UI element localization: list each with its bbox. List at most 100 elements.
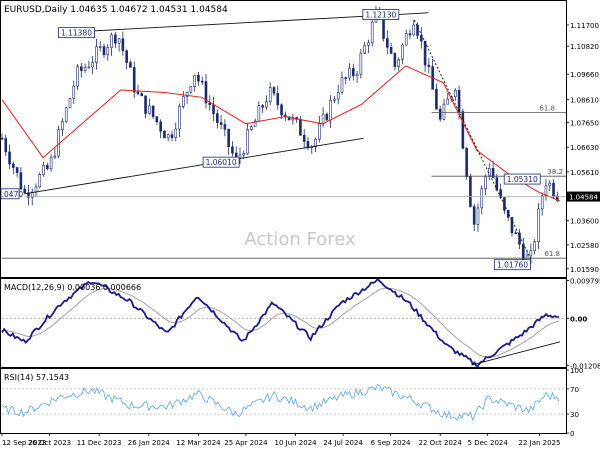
price-tick-label: 1.09660	[570, 71, 599, 79]
candle-body	[446, 98, 450, 105]
candle-body	[15, 167, 19, 173]
moving-average-line	[1, 65, 561, 202]
candle-body	[416, 24, 419, 36]
candle-body	[495, 177, 499, 190]
candle-body	[246, 129, 249, 154]
current-price-box	[567, 191, 600, 202]
candle-body	[461, 111, 465, 149]
candle-body	[367, 42, 370, 46]
x-tick-label: 25 Apr 2024	[224, 439, 268, 447]
candle-body	[382, 16, 385, 39]
candle-body	[151, 105, 155, 117]
candle-body	[412, 24, 416, 36]
candle-body	[533, 241, 536, 252]
price-label-box	[0, 188, 20, 200]
candle-body	[325, 113, 329, 121]
price-label-box	[58, 27, 95, 39]
price-panel-frame	[0, 0, 567, 278]
x-tick-label: 24 Jul 2024	[323, 439, 363, 447]
candle-body	[204, 81, 208, 104]
candle-body	[155, 116, 159, 123]
candle-body	[370, 21, 374, 44]
price-label-text: 1.0470	[0, 190, 23, 199]
candle-body	[506, 209, 510, 218]
x-tick-label: 11 Dec 2023	[77, 439, 122, 447]
candle-body	[72, 85, 76, 99]
rsi-tick-label: 100	[570, 367, 583, 375]
candle-body	[223, 124, 227, 130]
candle-body	[544, 185, 548, 197]
price-tick-label: 1.07650	[570, 120, 599, 128]
candle-body	[102, 46, 106, 56]
rsi-panel-frame	[0, 368, 567, 434]
candle-body	[469, 176, 472, 207]
price-tick-label: 1.08610	[570, 96, 599, 104]
candle-body	[170, 134, 174, 138]
candle-body	[257, 105, 261, 122]
candle-body	[216, 113, 219, 123]
price-label-text: 1.06010	[206, 158, 237, 167]
candle-body	[166, 134, 170, 139]
price-label-text: 1.11380	[61, 29, 92, 38]
candle-body	[454, 89, 457, 98]
candle-body	[148, 105, 151, 114]
macd-line	[1, 277, 559, 370]
candle-body	[386, 38, 389, 48]
candle-body	[465, 148, 468, 178]
candle-body	[548, 182, 552, 187]
candle-body	[302, 135, 306, 142]
candle-body	[423, 40, 427, 66]
x-tick-label: 12 Mar 2024	[176, 439, 221, 447]
candle-body	[125, 50, 128, 63]
candle-body	[4, 138, 8, 153]
candle-body	[261, 105, 264, 108]
x-tick-label: 12 Sep 2023	[2, 439, 46, 447]
candle-body	[163, 130, 166, 139]
rsi-label: RSI(14) 57.1543	[4, 373, 69, 382]
candle-body	[333, 98, 336, 101]
candle-body	[401, 44, 404, 60]
candle-body	[435, 88, 438, 110]
x-tick-label: 22 Oct 2024	[419, 439, 463, 447]
macd-tick-label: 0.009795	[570, 278, 600, 286]
candle-body	[318, 123, 321, 140]
candle-body	[231, 146, 234, 154]
candle-body	[80, 66, 83, 71]
candle-body	[280, 104, 283, 116]
candle-body	[98, 46, 102, 48]
candle-body	[265, 101, 268, 108]
candle-body	[393, 53, 397, 67]
candle-body	[329, 99, 332, 121]
candle-body	[117, 38, 121, 44]
price-tick-label: 1.11700	[570, 22, 599, 30]
candle-body	[480, 188, 484, 209]
candle-body	[193, 74, 196, 87]
candle-body	[121, 38, 125, 51]
price-label-box	[202, 156, 240, 168]
candle-body	[404, 33, 408, 46]
candle-body	[321, 113, 325, 125]
price-label-box	[362, 9, 400, 20]
candle-body	[68, 98, 72, 109]
rsi-layer	[1, 383, 566, 422]
price-label-text: 1.05310	[507, 175, 538, 184]
candle-body	[306, 141, 310, 148]
candle-body	[510, 217, 514, 234]
candle-body	[552, 182, 555, 197]
candle-body	[197, 74, 200, 82]
candle-body	[185, 91, 189, 97]
macd-label: MACD(12,26,9) 0.00036 0.000666	[4, 283, 141, 292]
candle-body	[389, 47, 393, 54]
macd-signal-line	[1, 287, 560, 358]
candle-body	[522, 244, 525, 261]
candle-body	[336, 91, 340, 100]
candle-body	[359, 53, 363, 75]
candle-body	[514, 232, 518, 235]
candle-body	[136, 91, 140, 94]
candle-body	[484, 176, 487, 189]
candle-body	[272, 87, 276, 94]
candle-body	[140, 93, 144, 97]
x-tick-label: 26 Jan 2024	[128, 439, 171, 447]
price-tick-label: 1.01590	[570, 266, 599, 274]
